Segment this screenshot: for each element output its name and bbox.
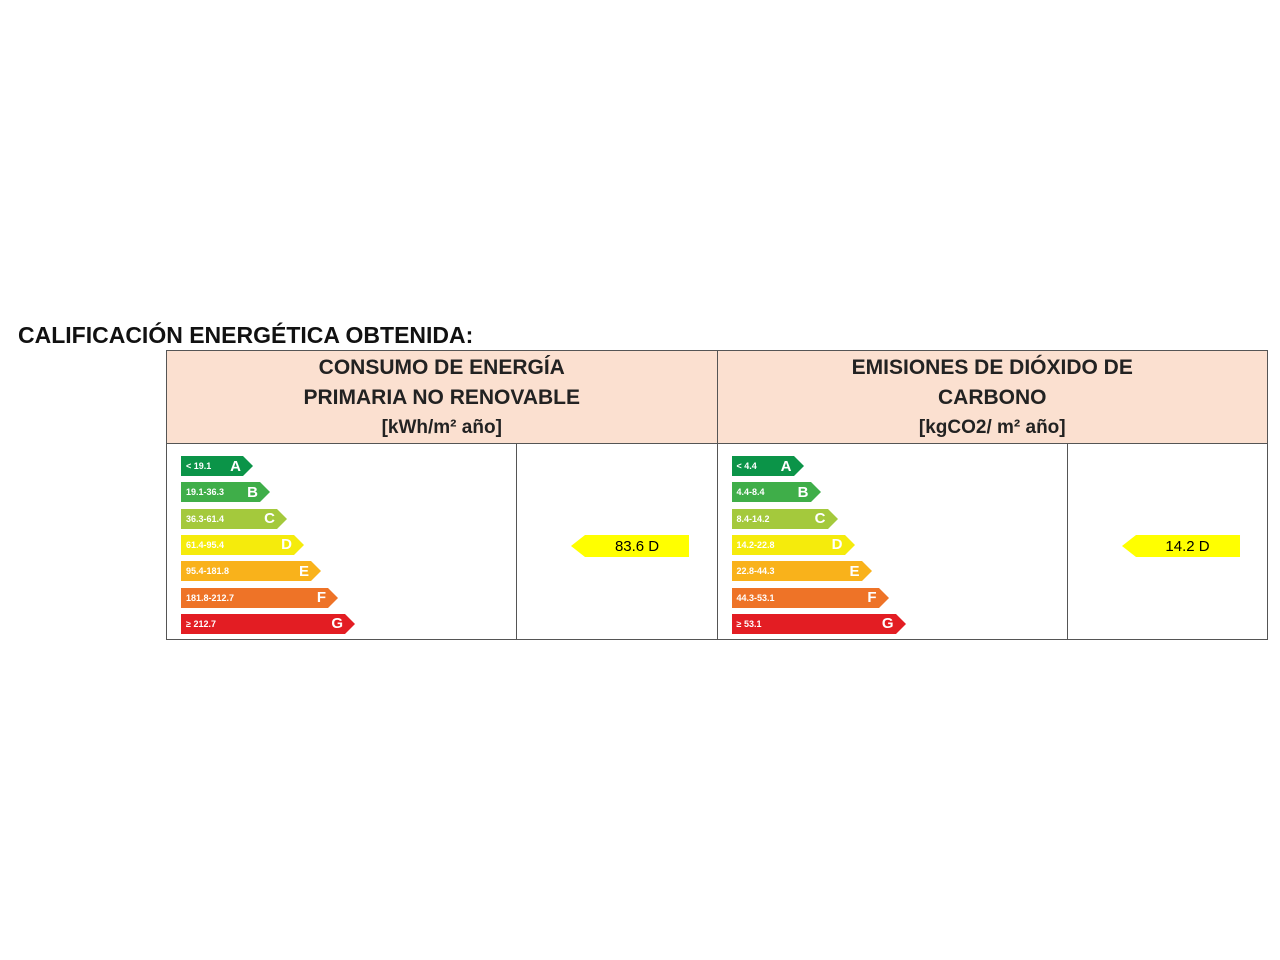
class-bar-a: < 19.1 A [181,456,253,476]
class-range: 22.8-44.3 [736,566,775,577]
class-bar-c: 36.3-61.4 C [181,508,287,529]
class-range: 44.3-53.1 [736,592,775,603]
class-range: 4.4-8.4 [736,487,765,498]
class-bar-f: 44.3-53.1 F [731,587,889,608]
class-range: 8.4-14.2 [736,513,770,524]
emissions-indicator: 14.2 D [1121,535,1240,557]
emissions-scale: < 4.4 A 4.4-8.4 B 8.4-14.2 C 14.2-22.8 D 22.8-44… [716,443,1068,640]
class-letter: A [230,457,241,475]
class-letter: C [264,510,275,528]
energy-header: CONSUMO DE ENERGÍA PRIMARIA NO RENOVABLE… [166,350,718,444]
class-bar-b: 4.4-8.4 B [731,482,821,503]
energy-unit: [kWh/m² año] [381,417,502,438]
class-range: 14.2-22.8 [736,539,775,550]
emissions-unit: [kgCO2/ m² año] [918,417,1066,438]
class-letter: D [831,536,843,554]
class-bar-a: < 4.4 A [731,456,804,476]
emissions-value-cell: 14.2 D [1066,443,1269,640]
class-bar-c: 8.4-14.2 C [731,508,838,529]
class-range: < 19.1 [186,461,212,471]
class-letter: C [814,510,826,528]
class-letter: G [881,615,894,633]
class-range: 36.3-61.4 [186,513,225,524]
class-bar-g: ≥ 53.1 G [731,613,906,634]
energy-value-cell: 83.6 D [516,443,718,640]
energy-header-line: CONSUMO DE ENERGÍA [318,356,565,379]
rating-table: CONSUMO DE ENERGÍA PRIMARIA NO RENOVABLE… [165,350,1269,640]
energy-indicator: 83.6 D [571,535,690,557]
page-title: CALIFICACIÓN ENERGÉTICA OBTENIDA: [18,322,474,348]
class-bar-g: ≥ 212.7 G [181,613,355,634]
class-range: < 4.4 [736,461,757,471]
class-letter: G [331,615,343,633]
class-range: ≥ 212.7 [186,618,216,629]
class-range: 181.8-212.7 [186,592,235,603]
emissions-header-line: EMISIONES DE DIÓXIDO DE [851,356,1133,379]
class-letter: A [780,457,792,475]
class-letter: B [247,483,258,501]
class-letter: F [867,589,877,606]
class-letter: D [281,536,292,554]
class-bar-f: 181.8-212.7 F [181,587,338,608]
class-range: ≥ 53.1 [736,618,762,629]
emissions-header-line: CARBONO [938,386,1047,409]
class-letter: F [316,589,326,606]
class-bar-d: 14.2-22.8 D [731,534,855,555]
class-bar-e: 95.4-181.8 E [181,561,321,582]
class-bar-e: 22.8-44.3 E [731,561,872,582]
energy-header-line: PRIMARIA NO RENOVABLE [303,386,580,409]
class-letter: E [298,562,309,580]
class-letter: B [797,483,809,501]
energy-scale: < 19.1 A 19.1-36.3 B 36.3-61.4 C 61.4-95.4 D 95.… [165,443,518,640]
class-bar-b: 19.1-36.3 B [181,482,270,503]
class-range: 61.4-95.4 [186,539,225,550]
emissions-header: EMISIONES DE DIÓXIDO DE CARBONO [kgCO2/ … [716,350,1268,444]
class-letter: E [849,562,860,580]
class-bar-d: 61.4-95.4 D [181,534,304,555]
class-range: 19.1-36.3 [186,487,225,498]
class-range: 95.4-181.8 [186,566,230,577]
